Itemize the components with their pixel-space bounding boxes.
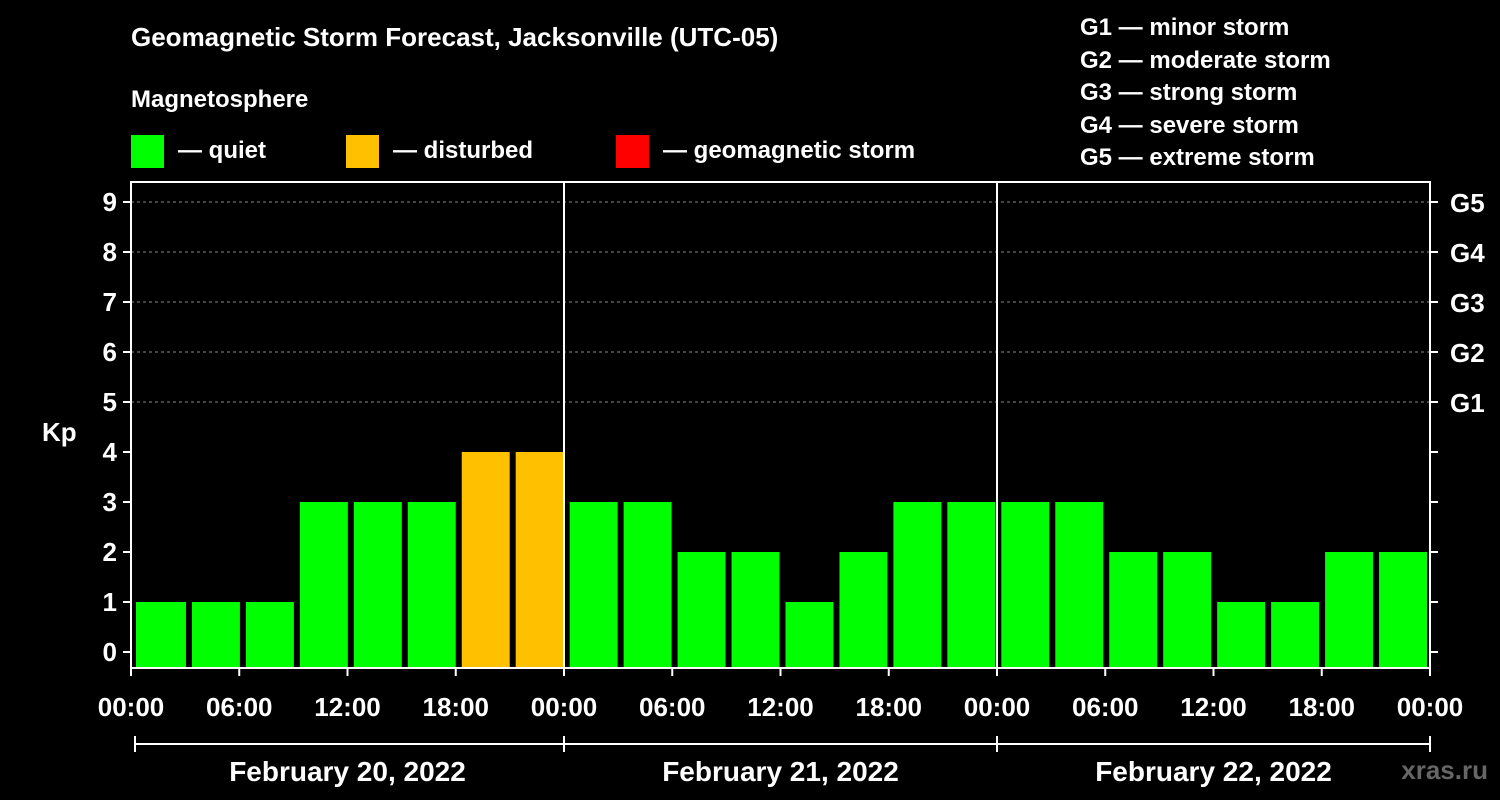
kp-bar xyxy=(1325,552,1374,668)
storm-swatch xyxy=(616,134,649,168)
g-scale-item: G5 — extreme storm xyxy=(1080,144,1315,171)
g-scale-item: G3 — strong storm xyxy=(1080,79,1298,106)
y-axis-label: Kp xyxy=(42,417,77,447)
date-label: February 22, 2022 xyxy=(1095,756,1332,787)
kp-bar xyxy=(1001,502,1050,668)
kp-bar xyxy=(569,502,618,668)
x-tick-label: 00:00 xyxy=(531,692,598,722)
kp-bar xyxy=(893,502,942,668)
x-tick-label: 06:00 xyxy=(206,692,273,722)
legend-storm: — geomagnetic storm xyxy=(616,134,915,168)
x-tick-label: 06:00 xyxy=(639,692,706,722)
kp-bar xyxy=(1163,552,1212,668)
legend-disturbed-label: — disturbed xyxy=(393,137,534,164)
x-tick-label: 12:00 xyxy=(314,692,381,722)
g-level-label: G5 xyxy=(1450,188,1485,218)
x-tick-label: 00:00 xyxy=(98,692,165,722)
kp-bar xyxy=(1271,602,1320,668)
credit-watermark: xras.ru xyxy=(1401,755,1488,785)
kp-bar xyxy=(461,452,510,668)
kp-bar xyxy=(785,602,834,668)
disturbed-swatch xyxy=(346,134,379,168)
kp-bar xyxy=(299,502,348,668)
y-tick-label: 6 xyxy=(103,337,117,367)
kp-bar xyxy=(136,602,186,668)
y-tick-label: 5 xyxy=(103,387,117,417)
x-tick-label: 06:00 xyxy=(1072,692,1139,722)
y-tick-label: 4 xyxy=(103,437,118,467)
kp-bar xyxy=(623,502,672,668)
y-tick-label: 9 xyxy=(103,187,117,217)
quiet-swatch xyxy=(131,134,164,168)
g-scale-legend: G1 — minor storm G2 — moderate storm G3 … xyxy=(1080,12,1331,175)
x-tick-label: 18:00 xyxy=(423,692,490,722)
y-tick-label: 8 xyxy=(103,237,117,267)
g-level-label: G2 xyxy=(1450,338,1485,368)
y-tick-label: 0 xyxy=(103,637,117,667)
legend-storm-label: — geomagnetic storm xyxy=(663,137,916,164)
g-level-label: G1 xyxy=(1450,388,1485,418)
g-scale-item: G2 — moderate storm xyxy=(1080,46,1331,74)
kp-bar xyxy=(1379,552,1427,668)
kp-bar xyxy=(407,502,456,668)
y-tick-label: 3 xyxy=(103,487,117,517)
x-tick-label: 12:00 xyxy=(747,692,814,722)
g-level-label: G4 xyxy=(1450,238,1485,268)
kp-bar xyxy=(245,602,294,668)
kp-bar xyxy=(1055,502,1104,668)
y-tick-label: 2 xyxy=(103,537,117,567)
x-tick-label: 00:00 xyxy=(1397,692,1464,722)
kp-bar xyxy=(191,602,240,668)
g-scale-item: G4 — severe storm xyxy=(1080,111,1299,139)
kp-bar xyxy=(731,552,780,668)
legend-subtitle: Magnetosphere xyxy=(131,86,309,113)
kp-bar xyxy=(677,552,726,668)
g-level-label: G3 xyxy=(1450,288,1485,318)
date-label: February 20, 2022 xyxy=(229,756,466,787)
x-tick-label: 12:00 xyxy=(1180,692,1247,722)
legend-quiet-label: — quiet xyxy=(178,137,266,164)
legend-quiet: — quiet xyxy=(131,134,266,168)
kp-bar xyxy=(515,452,564,668)
g-scale-item: G1 — minor storm xyxy=(1080,14,1290,41)
kp-bar xyxy=(1109,552,1158,668)
kp-bar xyxy=(1217,602,1266,668)
kp-bar xyxy=(839,552,888,668)
date-label: February 21, 2022 xyxy=(662,756,899,787)
x-tick-label: 18:00 xyxy=(1289,692,1356,722)
y-tick-label: 1 xyxy=(103,587,117,617)
x-tick-label: 18:00 xyxy=(856,692,923,722)
kp-bar xyxy=(947,502,996,668)
kp-bar xyxy=(353,502,402,668)
x-tick-label: 00:00 xyxy=(964,692,1031,722)
y-tick-label: 7 xyxy=(103,287,117,317)
chart-title: Geomagnetic Storm Forecast, Jacksonville… xyxy=(131,22,779,52)
legend-disturbed: — disturbed xyxy=(346,134,533,168)
